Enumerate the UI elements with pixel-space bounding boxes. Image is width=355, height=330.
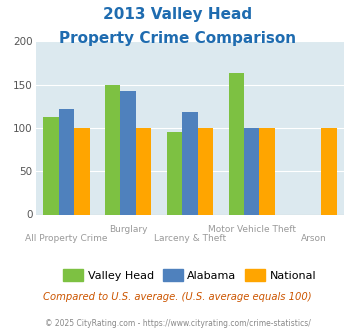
Bar — [260, 128, 275, 214]
Bar — [43, 116, 59, 214]
Bar — [321, 128, 337, 214]
Text: Larceny & Theft: Larceny & Theft — [154, 234, 226, 244]
Bar — [120, 91, 136, 214]
Text: Compared to U.S. average. (U.S. average equals 100): Compared to U.S. average. (U.S. average … — [43, 292, 312, 302]
Text: 2013 Valley Head: 2013 Valley Head — [103, 7, 252, 21]
Bar — [244, 128, 260, 214]
Text: Arson: Arson — [301, 234, 326, 244]
Text: Property Crime Comparison: Property Crime Comparison — [59, 31, 296, 46]
Bar — [59, 109, 74, 214]
Text: All Property Crime: All Property Crime — [25, 234, 108, 244]
Text: © 2025 CityRating.com - https://www.cityrating.com/crime-statistics/: © 2025 CityRating.com - https://www.city… — [45, 319, 310, 328]
Bar — [229, 73, 244, 214]
Legend: Valley Head, Alabama, National: Valley Head, Alabama, National — [59, 265, 321, 285]
Bar — [136, 128, 151, 214]
Bar — [198, 128, 213, 214]
Text: Burglary: Burglary — [109, 225, 147, 234]
Bar — [105, 85, 120, 214]
Bar — [74, 128, 89, 214]
Bar — [167, 132, 182, 214]
Bar — [182, 112, 198, 214]
Text: Motor Vehicle Theft: Motor Vehicle Theft — [208, 225, 296, 234]
